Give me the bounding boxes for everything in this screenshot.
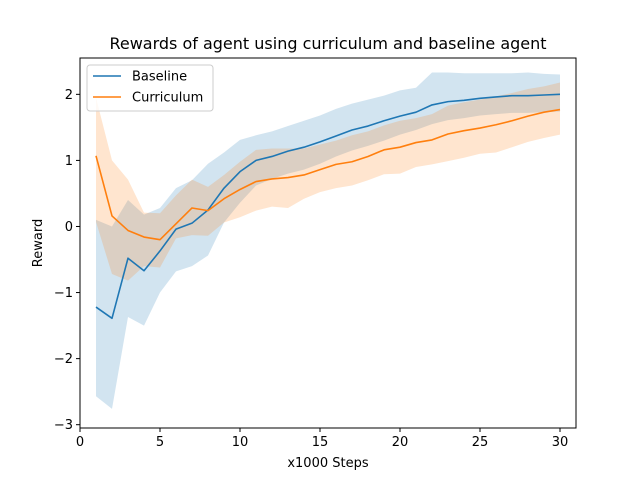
y-tick-label: −1 <box>54 286 73 301</box>
x-tick-label: 15 <box>312 435 329 450</box>
curriculum-confidence-band <box>96 82 560 281</box>
y-axis: −3 −2 −1 0 1 2 <box>54 88 80 433</box>
x-tick-label: 5 <box>156 435 164 450</box>
legend: Baseline Curriculum <box>86 64 214 112</box>
y-tick-label: −3 <box>54 418 73 433</box>
y-tick-label: −2 <box>54 352 73 367</box>
x-tick-label: 30 <box>552 435 569 450</box>
legend-label-baseline: Baseline <box>132 70 187 85</box>
baseline-confidence-band <box>96 72 560 409</box>
curriculum-series-line <box>95 108 561 241</box>
baseline-series-line <box>95 93 561 320</box>
x-axis-label: x1000 Steps <box>287 456 369 471</box>
x-tick-label: 10 <box>232 435 249 450</box>
series-lines <box>95 93 561 320</box>
confidence-bands <box>96 72 560 409</box>
y-tick-label: 2 <box>65 88 73 103</box>
x-tick-label: 20 <box>392 435 409 450</box>
x-axis: 0 5 10 15 20 25 30 <box>76 428 568 450</box>
y-tick-label: 0 <box>65 220 73 235</box>
x-tick-label: 0 <box>76 435 84 450</box>
chart-title: Rewards of agent using curriculum and ba… <box>109 34 546 53</box>
y-tick-label: 1 <box>65 154 73 169</box>
plot-frame <box>79 57 577 429</box>
legend-label-curriculum: Curriculum <box>132 91 203 106</box>
y-axis-label: Reward <box>31 219 46 267</box>
x-tick-label: 25 <box>472 435 489 450</box>
